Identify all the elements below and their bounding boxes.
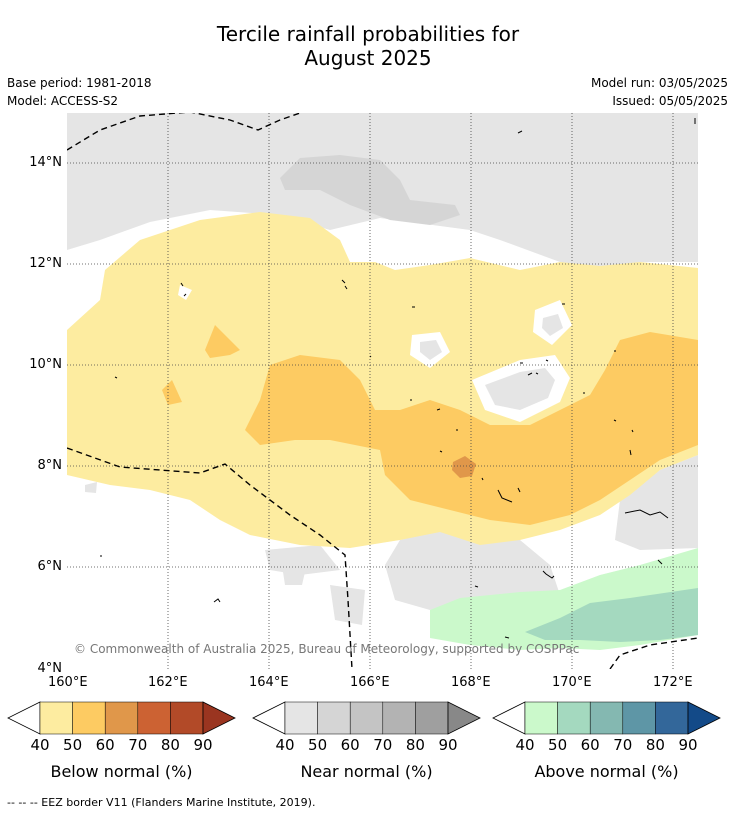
lon-label: 164°E [249, 675, 289, 690]
colorbar-above-normal [492, 701, 721, 735]
near-normal-in-holes [420, 314, 563, 410]
colorbar-segment [284, 701, 318, 735]
colorbar-extend-high [687, 701, 721, 735]
colorbar-segment [349, 701, 384, 735]
colorbar-tick-label: 70 [613, 736, 633, 754]
lon-label: 166°E [350, 675, 390, 690]
gridlines [67, 113, 698, 669]
colorbar-segment [72, 701, 106, 735]
colorbar-tick-label: 60 [340, 736, 360, 754]
colorbar-title-below: Below normal (%) [50, 762, 193, 781]
colorbar-segment [317, 701, 351, 735]
colorbar-extend-high [447, 701, 481, 735]
meta-right: Model run: 03/05/2025 Issued: 05/05/2025 [591, 74, 728, 110]
colorbar-extend-high [202, 701, 236, 735]
colorbar-segment [104, 701, 139, 735]
colorbar-tick-label: 80 [645, 736, 665, 754]
title-line-1: Tercile rainfall probabilities for [216, 22, 520, 46]
colorbar-extend-low [252, 701, 286, 735]
colorbar-tick-label: 80 [160, 736, 180, 754]
lat-label: 6°N [37, 559, 63, 574]
colorbar-tick-label: 40 [30, 736, 50, 754]
colorbar-tick-label: 50 [308, 736, 328, 754]
chart-title: Tercile rainfall probabilities for Augus… [0, 22, 736, 70]
lon-label: 170°E [552, 675, 592, 690]
colorbar-tick-label: 50 [63, 736, 83, 754]
meta-left: Base period: 1981-2018 Model: ACCESS-S2 [7, 74, 152, 110]
colorbar-tick-label: 90 [438, 736, 458, 754]
colorbar-tick-label: 50 [548, 736, 568, 754]
below-normal-50 [162, 325, 698, 525]
colorbar-segment [524, 701, 558, 735]
colorbar-segment [39, 701, 73, 735]
colorbars [7, 701, 721, 735]
lon-label: 162°E [148, 675, 188, 690]
issued-date: Issued: 05/05/2025 [612, 94, 728, 108]
model-name: Model: ACCESS-S2 [7, 94, 119, 108]
colorbar-near-normal [252, 701, 481, 735]
lon-label: 168°E [451, 675, 491, 690]
colorbar-segment [170, 701, 204, 735]
colorbar-segment [382, 701, 416, 735]
above-normal-50 [525, 588, 698, 642]
colorbar-tick-label: 40 [275, 736, 295, 754]
colorbar-title-near: Near normal (%) [300, 762, 433, 781]
lat-label: 14°N [29, 155, 62, 170]
colorbar-tick-label: 90 [193, 736, 213, 754]
colorbar-title-above: Above normal (%) [534, 762, 679, 781]
colorbar-tick-label: 80 [405, 736, 425, 754]
lon-label: 172°E [653, 675, 693, 690]
colorbar-segment [622, 701, 656, 735]
colorbar-extend-low [7, 701, 41, 735]
colorbar-tick-label: 40 [515, 736, 535, 754]
colorbar-tick-label: 70 [128, 736, 148, 754]
title-line-2: August 2025 [304, 46, 432, 70]
eez-footnote: -- -- -- EEZ border V11 (Flanders Marine… [7, 796, 316, 809]
colorbar-tick-label: 70 [373, 736, 393, 754]
lon-label: 160°E [48, 675, 88, 690]
lat-label: 12°N [29, 256, 62, 271]
lat-label: 8°N [37, 458, 63, 473]
colorbar-tick-label: 90 [678, 736, 698, 754]
model-run: Model run: 03/05/2025 [590, 76, 728, 90]
colorbar-below-normal [7, 701, 236, 735]
eez-borders [67, 113, 698, 669]
colorbar-segment [137, 701, 171, 735]
colorbar-tick-label: 60 [95, 736, 115, 754]
near-normal-darker [280, 155, 460, 225]
colorbar-tick-label: 60 [580, 736, 600, 754]
lat-label: 4°N [37, 661, 63, 676]
base-period: Base period: 1981-2018 [7, 76, 152, 90]
colorbar-segment [557, 701, 591, 735]
map-copyright: © Commonwealth of Australia 2025, Bureau… [74, 642, 579, 656]
colorbar-segment [589, 701, 624, 735]
below-normal-60 [452, 456, 476, 478]
colorbar-extend-low [492, 701, 526, 735]
colorbar-segment [415, 701, 449, 735]
probability-map: © Commonwealth of Australia 2025, Bureau… [67, 113, 698, 669]
lat-label: 10°N [29, 357, 62, 372]
colorbar-segment [655, 701, 689, 735]
islands [100, 118, 696, 639]
